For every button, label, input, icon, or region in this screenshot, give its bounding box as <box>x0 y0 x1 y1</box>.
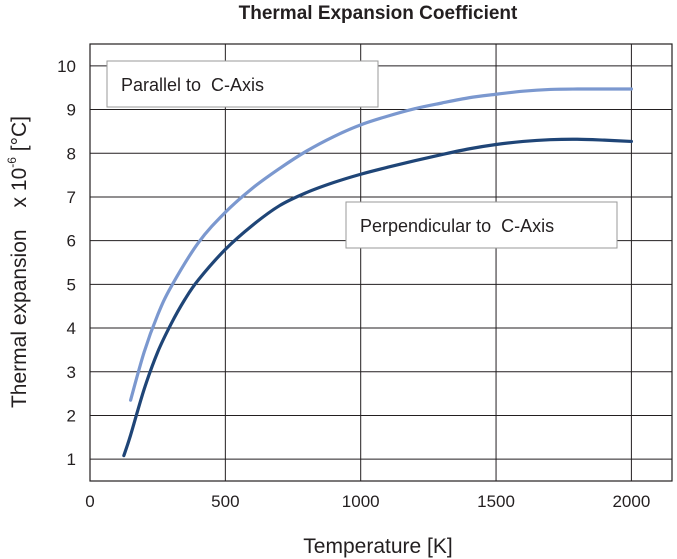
y-tick-label: 1 <box>67 450 76 469</box>
y-tick-label: 7 <box>67 188 76 207</box>
x-tick-label: 1000 <box>342 492 380 511</box>
chart-title: Thermal Expansion Coefficient <box>239 3 518 24</box>
y-axis-label-main: Thermal expansion <box>8 229 31 408</box>
y-tick-label: 4 <box>67 319 76 338</box>
legend-label-perpendicular: Perpendicular to C-Axis <box>360 216 554 236</box>
y-tick-label: 9 <box>67 101 76 120</box>
series-line-perpendicular <box>122 137 633 458</box>
series-lines <box>122 87 633 458</box>
series-line-parallel <box>129 87 633 402</box>
y-tick-label: 2 <box>67 406 76 425</box>
y-tick-label: 5 <box>67 275 76 294</box>
y-tick-label: 10 <box>57 57 76 76</box>
x-axis-label: Temperature [K] <box>303 535 452 558</box>
x-tick-labels: 0 500 1000 1500 2000 <box>85 492 650 511</box>
legend-label-parallel: Parallel to C-Axis <box>121 75 264 95</box>
y-tick-label: 6 <box>67 232 76 251</box>
x-tick-label: 500 <box>211 492 239 511</box>
y-tick-labels: 1 2 3 4 5 6 7 8 9 10 <box>57 57 76 469</box>
y-tick-label: 8 <box>67 144 76 163</box>
y-axis-label-unit-suffix: [°C] <box>8 116 31 157</box>
y-axis-label-unit-prefix: x 10 <box>8 168 31 208</box>
y-axis-label-unit-exponent: -6 <box>5 157 19 168</box>
y-axis-label: Thermal expansion x 10-6 [°C] <box>5 116 31 408</box>
legend-box-perpendicular <box>345 201 618 249</box>
svg-text:Thermal expansionx 10-6 [°C]: Thermal expansion x 10-6 [°C] <box>5 116 31 408</box>
y-tick-label: 3 <box>67 363 76 382</box>
x-tick-label: 2000 <box>612 492 650 511</box>
legend-box-parallel <box>106 60 379 108</box>
x-tick-label: 1500 <box>477 492 515 511</box>
x-tick-label: 0 <box>85 492 94 511</box>
